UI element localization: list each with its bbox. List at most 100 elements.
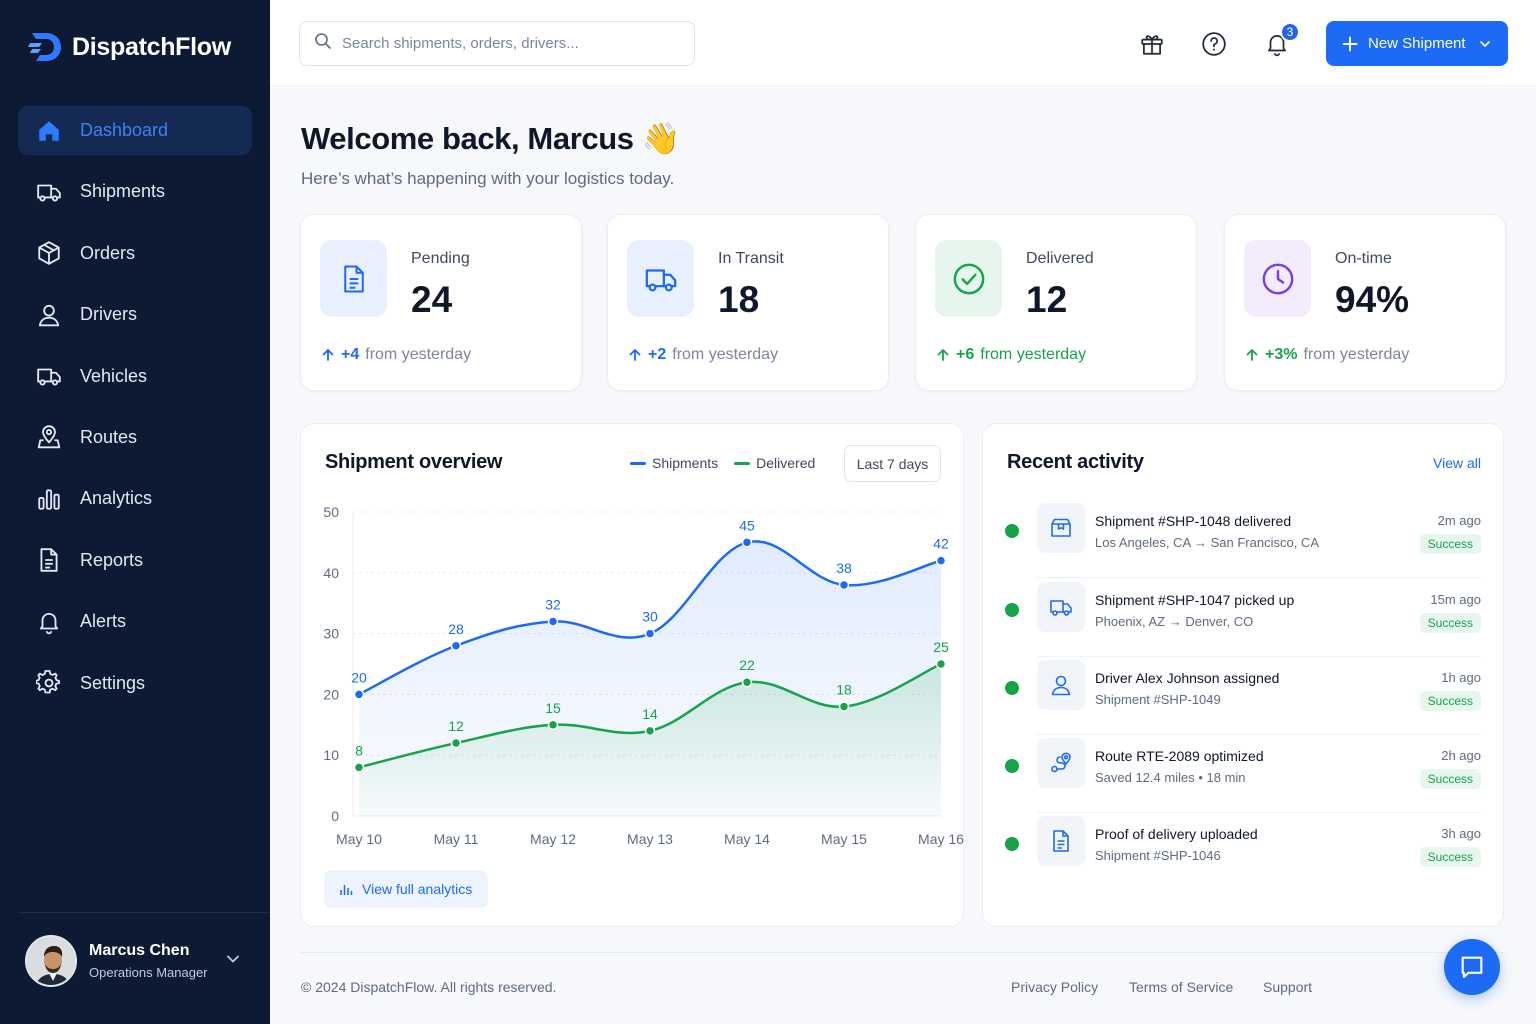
user-profile[interactable]: Marcus Chen Operations Manager	[25, 934, 250, 988]
sidebar-item-label: Routes	[80, 426, 138, 447]
chevron-down-icon[interactable]	[226, 952, 240, 971]
sidebar-item-settings[interactable]: Settings	[18, 659, 252, 708]
status-dot	[1005, 603, 1019, 617]
sidebar-item-drivers[interactable]: Drivers	[18, 290, 252, 339]
stat-card-on-time[interactable]: On-time 94% +3% from yesterday	[1224, 214, 1506, 391]
sidebar-item-label: Analytics	[80, 488, 153, 509]
check-circle-icon	[935, 240, 1002, 317]
view-all-link[interactable]: View all	[1433, 455, 1481, 471]
activity-item[interactable]: Proof of delivery uploaded Shipment #SHP…	[1005, 813, 1481, 891]
x-tick-label: May 15	[821, 831, 867, 847]
stat-label: Delivered	[1026, 250, 1094, 267]
activity-item[interactable]: Route RTE-2089 optimized Saved 12.4 mile…	[1005, 735, 1481, 813]
divider	[1037, 656, 1481, 657]
footer-divider	[301, 952, 1505, 953]
truck-icon	[1037, 582, 1085, 632]
stat-delta-text: from yesterday	[365, 346, 472, 363]
user-info: Marcus Chen Operations Manager	[89, 942, 208, 980]
sidebar-item-analytics[interactable]: Analytics	[18, 474, 252, 523]
chart-legend: Shipments Delivered	[630, 455, 815, 471]
stat-delta-text: from yesterday	[1303, 346, 1410, 363]
sidebar-item-dashboard[interactable]: Dashboard	[18, 106, 252, 155]
document-icon	[320, 240, 387, 317]
stat-delta-value: +2	[648, 346, 667, 363]
footer-link-privacy[interactable]: Privacy Policy	[1011, 979, 1099, 995]
status-badge: Success	[1419, 847, 1481, 867]
stat-value: 94%	[1335, 279, 1410, 320]
stat-card-delivered[interactable]: Delivered 12 +6 from yesterday	[915, 214, 1197, 391]
x-tick-label: May 11	[434, 831, 479, 847]
sidebar-item-label: Settings	[80, 672, 146, 693]
data-label: 15	[545, 700, 561, 716]
arrow-up-icon	[936, 348, 950, 362]
footer-link-terms[interactable]: Terms of Service	[1129, 979, 1234, 995]
y-tick-label: 40	[323, 565, 339, 581]
stat-card-in-transit[interactable]: In Transit 18 +2 from yesterday	[607, 214, 889, 391]
truck-icon	[36, 363, 62, 389]
search-input[interactable]	[342, 35, 672, 52]
arrow-up-icon	[1245, 348, 1259, 362]
stat-delta-text: from yesterday	[672, 346, 779, 363]
x-tick-label: May 12	[530, 831, 576, 847]
activity-item[interactable]: Driver Alex Johnson assigned Shipment #S…	[1005, 657, 1481, 735]
activity-time: 3h ago	[1441, 826, 1481, 841]
sidebar-item-shipments[interactable]: Shipments	[18, 167, 252, 216]
y-tick-label: 0	[331, 808, 339, 824]
sidebar-item-vehicles[interactable]: Vehicles	[18, 352, 252, 401]
activity-item[interactable]: Shipment #SHP-1047 picked up Phoenix, AZ…	[1005, 579, 1481, 657]
chevron-down-icon	[1479, 38, 1491, 50]
view-analytics-link[interactable]: View full analytics	[324, 870, 488, 908]
stat-label: In Transit	[718, 250, 784, 267]
chat-button[interactable]	[1444, 939, 1500, 995]
sidebar-item-label: Alerts	[80, 611, 127, 632]
stat-delta: +2 from yesterday	[628, 346, 778, 364]
date-range-button[interactable]: Last 7 days	[844, 445, 941, 482]
legend-label: Delivered	[756, 455, 816, 471]
stat-delta: +3% from yesterday	[1245, 346, 1409, 364]
sidebar-item-routes[interactable]: Routes	[18, 413, 252, 462]
search-box[interactable]	[299, 21, 695, 66]
data-point	[741, 676, 753, 688]
status-dot	[1005, 837, 1019, 851]
shipment-overview-panel: Shipment overview Shipments Delivered La…	[300, 423, 964, 927]
app-logo[interactable]: DispatchFlow	[28, 30, 231, 64]
route-icon	[1037, 738, 1085, 788]
bell-icon[interactable]	[1263, 30, 1291, 58]
sidebar-item-label: Shipments	[80, 181, 166, 202]
avatar	[25, 935, 77, 987]
sidebar-item-orders[interactable]: Orders	[18, 229, 252, 278]
user-name: Marcus Chen	[89, 942, 190, 959]
data-point	[353, 689, 365, 700]
activity-title: Shipment #SHP-1048 delivered	[1095, 513, 1292, 529]
activity-subtitle: Saved 12.4 miles • 18 min	[1095, 770, 1246, 785]
sidebar-item-label: Reports	[80, 549, 144, 570]
help-icon[interactable]	[1200, 30, 1228, 58]
new-shipment-label: New Shipment	[1368, 35, 1466, 52]
footer-link-support[interactable]: Support	[1263, 979, 1313, 995]
user-icon	[1037, 660, 1085, 710]
series-area	[359, 664, 941, 816]
sidebar-item-alerts[interactable]: Alerts	[18, 597, 252, 646]
stat-label: On-time	[1335, 250, 1392, 267]
data-point	[838, 701, 850, 712]
x-tick-label: May 14	[724, 831, 770, 847]
new-shipment-button[interactable]: New Shipment	[1326, 21, 1508, 66]
data-label: 42	[933, 536, 949, 552]
topbar: 3 New Shipment	[270, 0, 1536, 86]
sidebar-item-label: Vehicles	[80, 365, 148, 386]
clock-icon	[1244, 240, 1311, 317]
view-analytics-label: View full analytics	[362, 881, 473, 897]
stat-delta-value: +4	[341, 346, 360, 363]
user-role: Operations Manager	[89, 965, 208, 980]
activity-item[interactable]: Shipment #SHP-1048 delivered Los Angeles…	[1005, 500, 1481, 578]
search-icon	[314, 32, 332, 55]
stat-card-pending[interactable]: Pending 24 +4 from yesterday	[300, 214, 582, 391]
document-icon	[1037, 816, 1085, 866]
gift-icon[interactable]	[1138, 30, 1166, 58]
sidebar-item-reports[interactable]: Reports	[18, 536, 252, 585]
activity-subtitle: Phoenix, AZ → Denver, CO	[1095, 614, 1254, 629]
data-label: 20	[351, 669, 367, 685]
page-subtitle: Here’s what’s happening with your logist…	[301, 169, 675, 188]
home-icon	[36, 118, 62, 144]
data-label: 12	[448, 718, 464, 734]
